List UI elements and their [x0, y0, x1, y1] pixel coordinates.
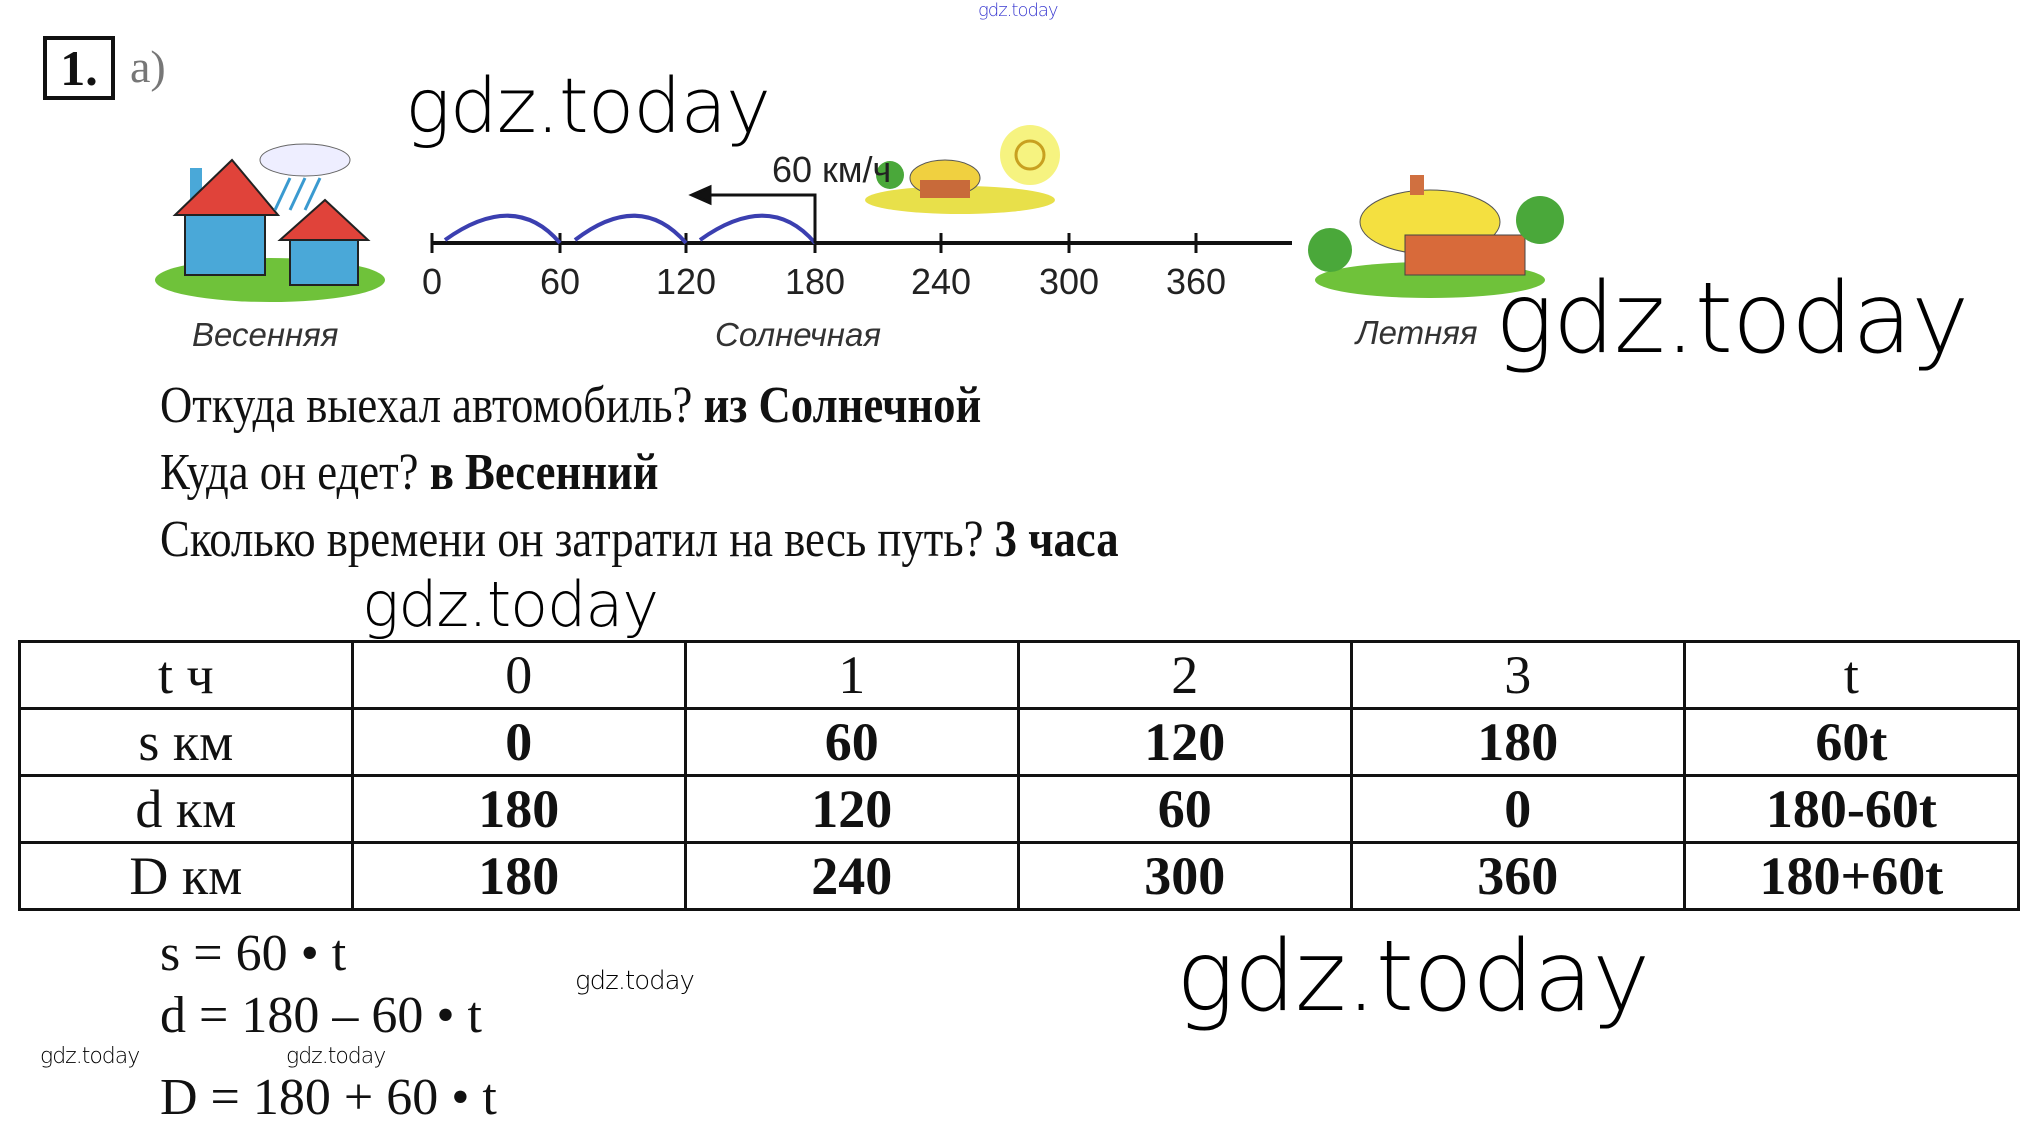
town-vesennyaya: Весенняя [192, 316, 339, 353]
watermark-small-1: gdz.today [575, 966, 695, 996]
watermark-large-3: gdz.today [362, 568, 659, 641]
tick-label: 300 [1038, 261, 1100, 302]
table-cell: 300 [1016, 841, 1353, 911]
watermark-top: gdz.today [978, 0, 1059, 21]
table-cell: t [1682, 640, 2021, 710]
tick-label: 360 [1165, 261, 1227, 302]
tick-label: 180 [784, 261, 846, 302]
formula-s: s = 60 • t [160, 925, 347, 982]
table-row: t ч 0 1 2 3 t [18, 640, 2021, 710]
summer-house-icon [1308, 175, 1564, 298]
town-solnechnaya: Солнечная [715, 316, 881, 353]
row-label: d км [18, 774, 354, 844]
watermark-large-2: gdz.today [1495, 262, 1969, 376]
tick-label: 0 [421, 261, 443, 302]
table-cell: 60t [1682, 707, 2021, 777]
tick-label: 60 [539, 261, 581, 302]
tick-label: 240 [910, 261, 972, 302]
table-cell: 240 [683, 841, 1020, 911]
row-label: D км [18, 841, 354, 911]
sunny-village-icon [865, 125, 1060, 214]
rainy-houses-icon [155, 143, 385, 302]
table-cell: 60 [1016, 774, 1353, 844]
formula-d: d = 180 – 60 • t [160, 987, 482, 1044]
table-cell: 360 [1349, 841, 1686, 911]
question-1: Откуда выехал автомобиль? из Солнечной [160, 377, 982, 434]
direction-arrow-icon [688, 184, 817, 243]
table-cell: 180 [1349, 707, 1686, 777]
table-cell: 120 [683, 774, 1020, 844]
watermark-small-2: gdz.today [40, 1044, 140, 1069]
table-row: D км 180 240 300 360 180+60t [18, 841, 2021, 911]
table-cell: 1 [683, 640, 1020, 710]
subtask-label: а) [130, 41, 166, 92]
table-cell: 60 [683, 707, 1020, 777]
motion-table: t ч 0 1 2 3 t s км 0 60 120 180 60t d км… [18, 640, 2021, 911]
town-letnyaya: Летняя [1356, 314, 1478, 351]
table-cell: 180-60t [1682, 774, 2021, 844]
table-cell: 180+60t [1682, 841, 2021, 911]
task-number: 1. [43, 36, 115, 100]
formula-D: D = 180 + 60 • t [160, 1069, 497, 1126]
row-label: s км [18, 707, 354, 777]
question-2: Куда он едет? в Весенний [160, 444, 659, 501]
table-cell: 0 [1349, 774, 1686, 844]
table-cell: 0 [350, 640, 687, 710]
table-row: s км 0 60 120 180 60t [18, 707, 2021, 777]
table-cell: 2 [1016, 640, 1353, 710]
number-line-illustration [155, 125, 1564, 302]
jump-arcs [443, 213, 817, 245]
tick-label: 120 [655, 261, 717, 302]
watermark-large-1: gdz.today [405, 61, 771, 150]
table-cell: 0 [350, 707, 687, 777]
question-3: Сколько времени он затратил на весь путь… [160, 511, 1119, 568]
table-cell: 180 [350, 841, 687, 911]
watermark-small-3: gdz.today [286, 1044, 386, 1069]
watermark-large-4: gdz.today [1176, 920, 1650, 1034]
speed-label: 60 км/ч [772, 149, 892, 190]
table-cell: 3 [1349, 640, 1686, 710]
table-row: d км 180 120 60 0 180-60t [18, 774, 2021, 844]
row-label: t ч [18, 640, 354, 710]
table-cell: 180 [350, 774, 687, 844]
table-cell: 120 [1016, 707, 1353, 777]
